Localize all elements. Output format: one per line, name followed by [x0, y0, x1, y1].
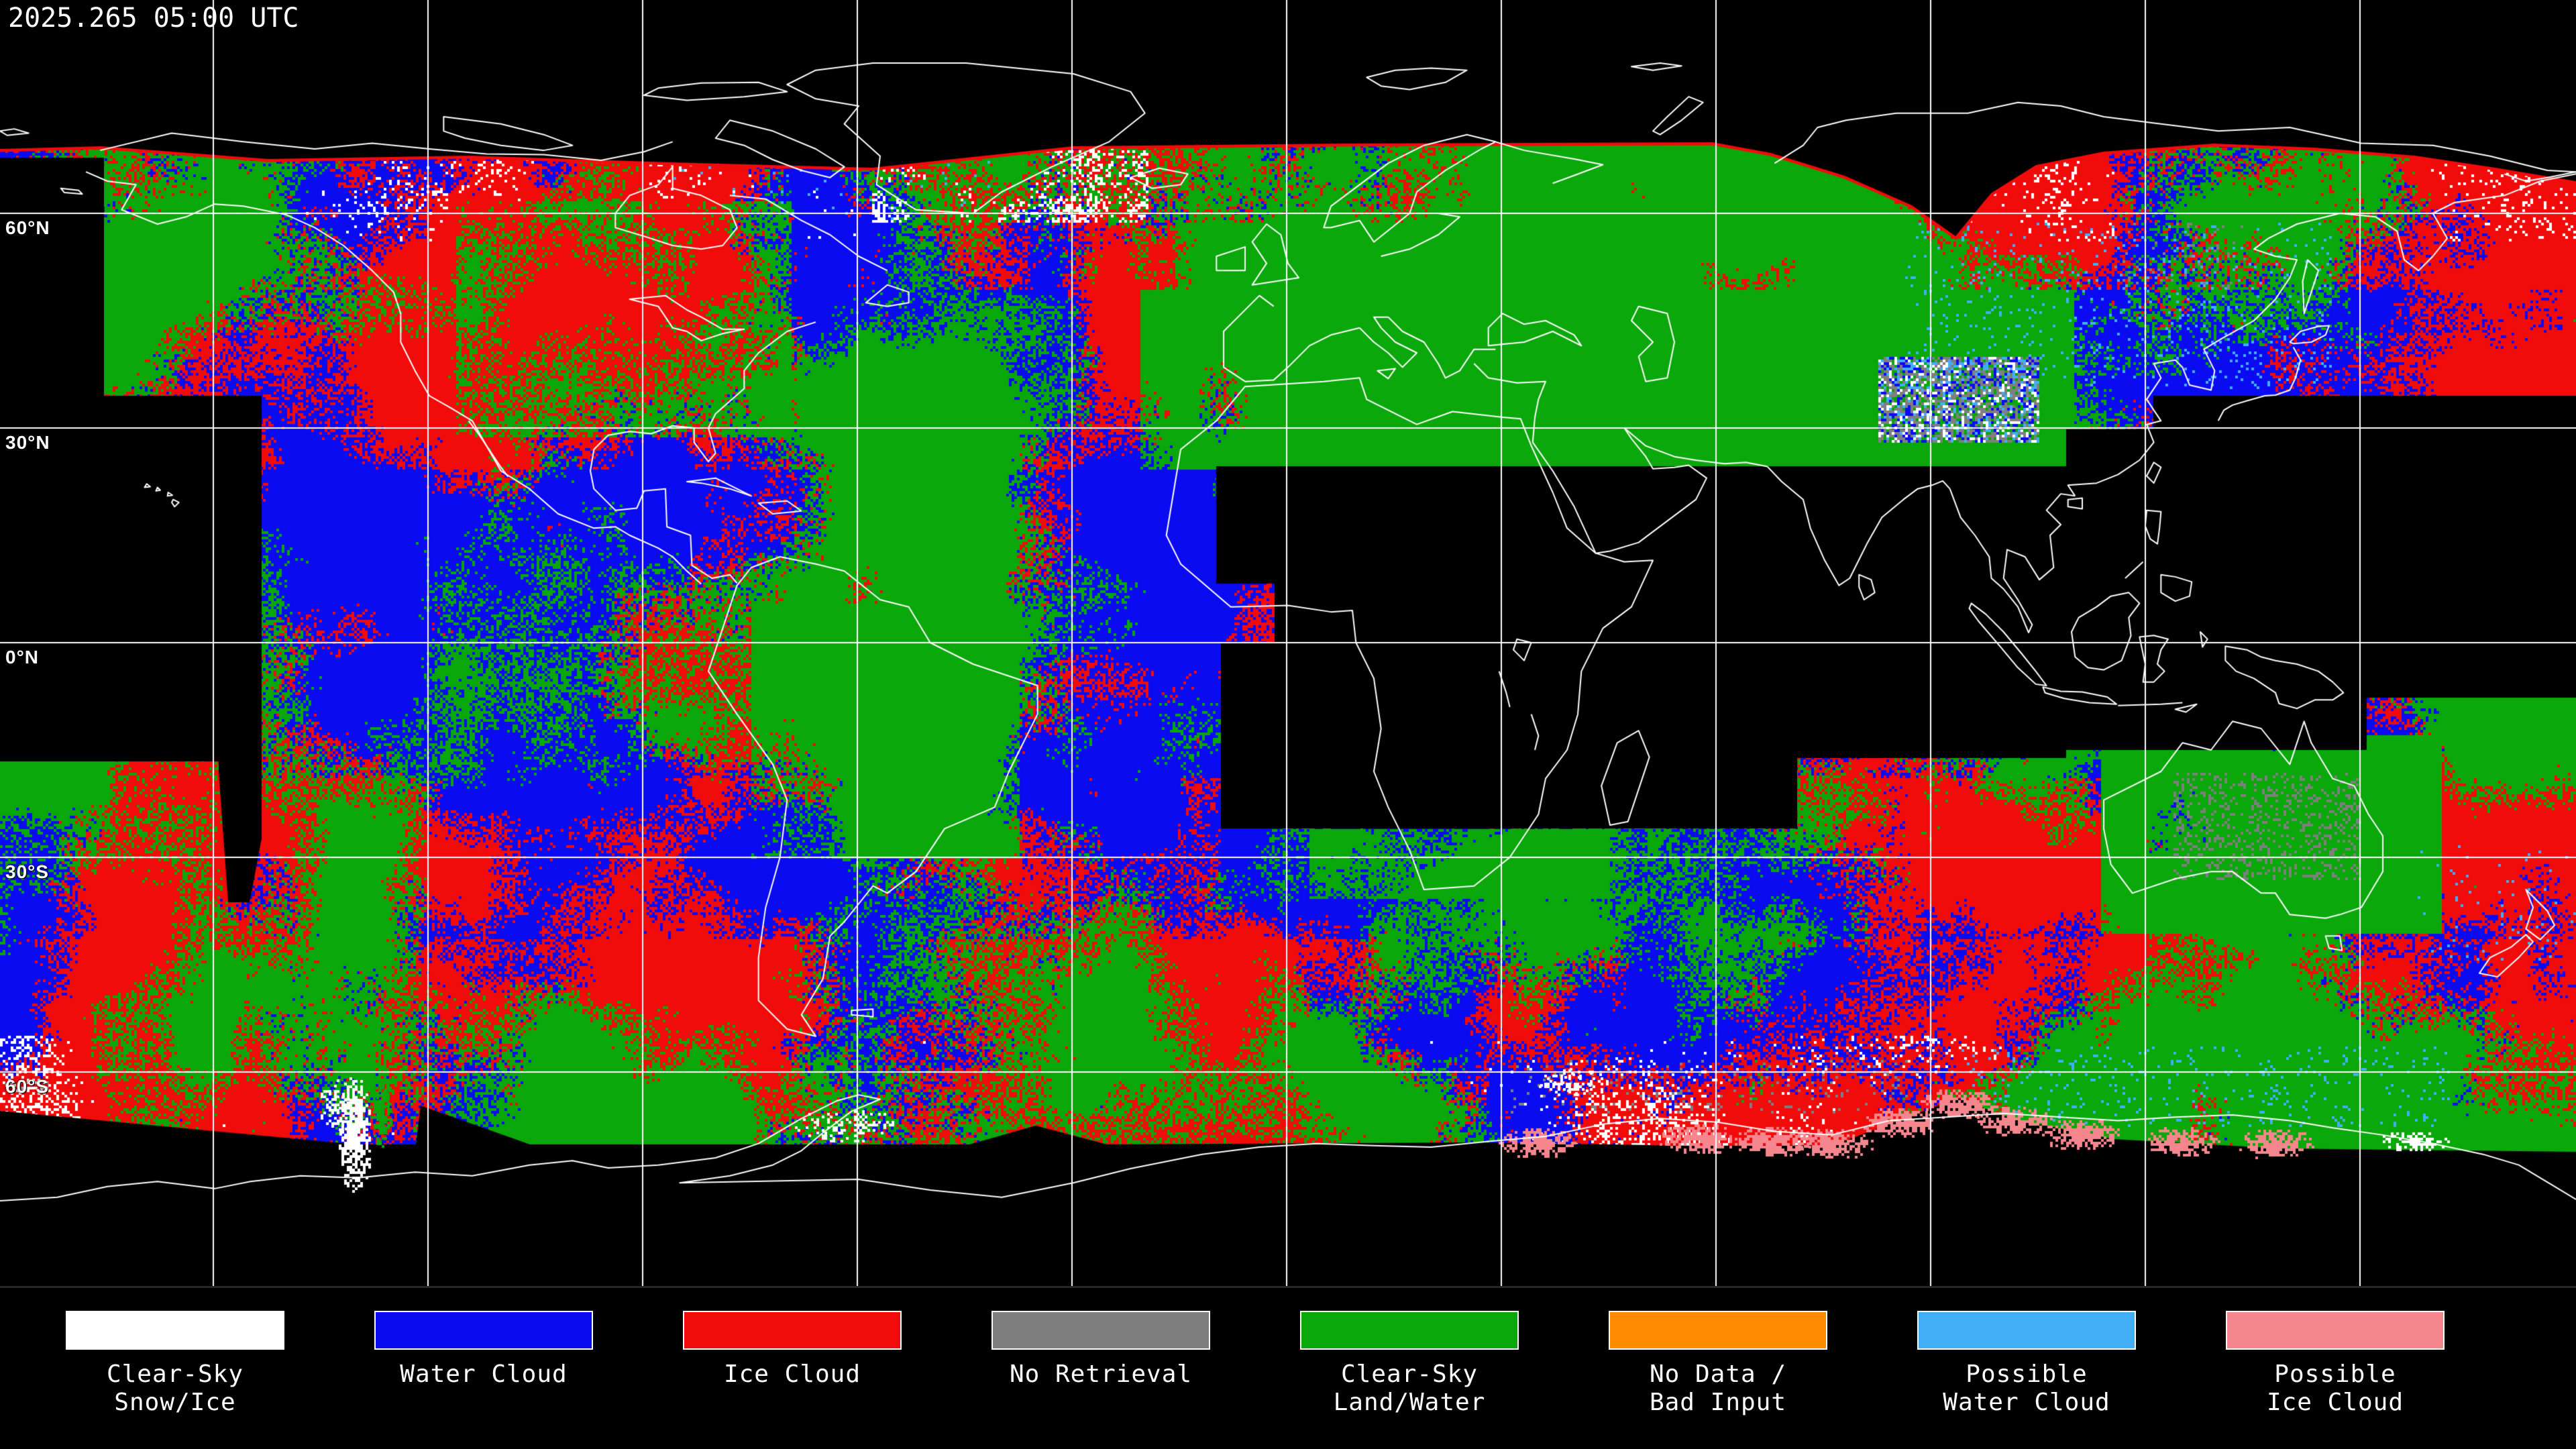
legend-item-clear-sky-land-water: Clear-Sky Land/Water — [1255, 1288, 1564, 1449]
legend-label-line: Water Cloud — [1943, 1389, 2110, 1416]
legend-label-line: Land/Water — [1333, 1389, 1486, 1416]
legend-label-line: Possible — [2274, 1360, 2396, 1388]
legend-swatch-ice-cloud — [683, 1311, 902, 1350]
legend-label-line: Possible — [1966, 1360, 2088, 1388]
legend-label-line: Bad Input — [1649, 1389, 1787, 1416]
legend-swatch-possible-water-cloud — [1917, 1311, 2136, 1350]
legend-swatch-no-retrieval — [991, 1311, 1210, 1350]
legend-item-possible-ice-cloud: Possible Ice Cloud — [2181, 1288, 2489, 1449]
legend-label-line: Water Cloud — [400, 1360, 568, 1388]
timestamp-title: 2025.265 05:00 UTC — [8, 3, 299, 34]
legend-item-no-data-bad-input: No Data / Bad Input — [1564, 1288, 1872, 1449]
world-cloud-phase-map — [0, 0, 2576, 1286]
legend-swatch-no-data-bad-input — [1609, 1311, 1827, 1350]
legend-label-line: Ice Cloud — [2266, 1389, 2404, 1416]
legend-item-water-cloud: Water Cloud — [329, 1288, 638, 1449]
legend-item-clear-sky-snow-ice: Clear-Sky Snow/Ice — [21, 1288, 329, 1449]
legend-label-line: Ice Cloud — [723, 1360, 861, 1388]
legend-item-possible-water-cloud: Possible Water Cloud — [1872, 1288, 2181, 1449]
lat-label-60n: 60°N — [5, 217, 50, 238]
legend-item-no-retrieval: No Retrieval — [947, 1288, 1255, 1449]
legend-label-line: No Data / — [1649, 1360, 1787, 1388]
legend-label-line: Clear-Sky — [106, 1360, 244, 1388]
lat-label-60s: 60°S — [5, 1076, 50, 1097]
legend: Clear-Sky Snow/Ice Water Cloud Ice Cloud… — [0, 1286, 2576, 1449]
lat-label-0n: 0°N — [5, 647, 39, 667]
legend-item-ice-cloud: Ice Cloud — [638, 1288, 947, 1449]
legend-label-line: Clear-Sky — [1340, 1360, 1479, 1388]
lat-label-30s: 30°S — [5, 861, 50, 882]
legend-label-line: No Retrieval — [1009, 1360, 1193, 1388]
legend-swatch-clear-sky-snow-ice — [66, 1311, 284, 1350]
legend-label-line: Snow/Ice — [114, 1389, 236, 1416]
lat-label-30n: 30°N — [5, 432, 50, 453]
legend-swatch-clear-sky-land-water — [1300, 1311, 1519, 1350]
legend-swatch-possible-ice-cloud — [2226, 1311, 2445, 1350]
legend-swatch-water-cloud — [374, 1311, 593, 1350]
